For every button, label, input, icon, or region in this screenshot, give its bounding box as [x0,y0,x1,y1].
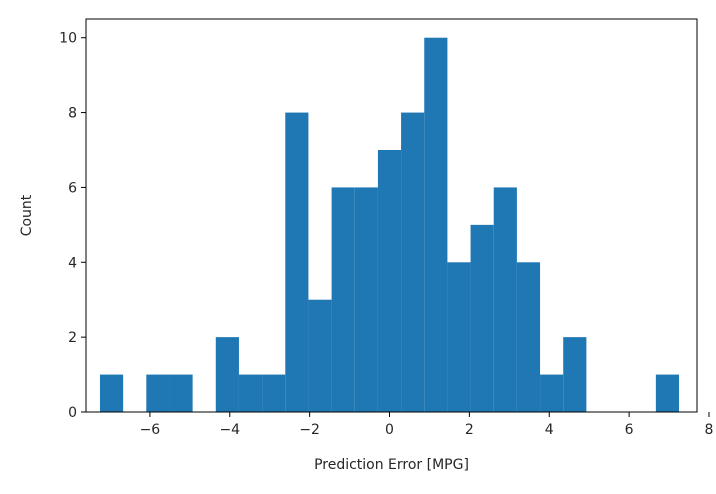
histogram-bar [354,187,378,412]
x-axis-label: Prediction Error [MPG] [314,457,469,473]
x-tick-label: −6 [140,422,161,438]
y-tick-label: 8 [68,106,77,122]
histogram-bar [331,187,355,412]
histogram-bar [285,112,309,413]
histogram-bar [447,262,471,412]
y-tick-label: 10 [59,31,77,47]
x-tick-label: 2 [465,422,474,438]
y-tick-label: 4 [68,255,77,271]
x-tick-label: −4 [219,422,240,438]
y-tick-label: 0 [68,405,77,421]
histogram-bar [401,112,425,413]
histogram-bar [377,150,402,412]
x-tick-label: 8 [705,422,714,438]
histogram-bar [540,374,564,412]
histogram-bar [238,374,263,412]
histogram-bar [493,187,517,412]
x-tick-label: 6 [625,422,634,438]
y-axis-ticks: 0 2 4 6 8 10 [59,31,86,421]
histogram-bar [308,299,332,412]
y-tick-label: 2 [68,330,77,346]
histogram-bar [655,374,680,412]
y-axis-label: Count [19,194,35,236]
histogram-bar [470,224,494,412]
histogram-bar [424,37,448,412]
histogram-bar [146,374,170,412]
plot-frame [85,18,698,413]
histogram-bar [99,374,124,412]
histogram-bar [516,262,541,412]
y-tick-label: 6 [68,180,77,196]
histogram-bar [563,337,587,412]
x-tick-label: −2 [299,422,320,438]
histogram-bar [215,337,239,412]
x-tick-label: 0 [385,422,394,438]
histogram-bar [169,374,193,412]
x-axis-ticks: −6 −4 −2 0 2 4 6 8 [140,412,714,438]
histogram-bar [262,374,286,412]
x-tick-label: 4 [545,422,554,438]
histogram-bars [99,37,680,413]
